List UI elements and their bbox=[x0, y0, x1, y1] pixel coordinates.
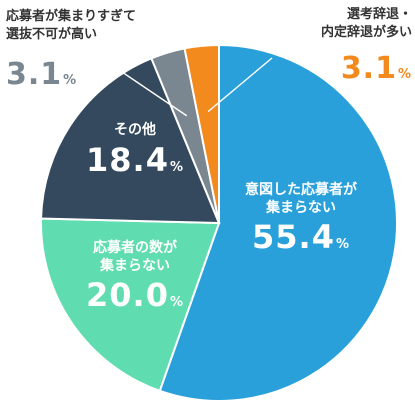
slice-name: 意図した応募者が bbox=[245, 182, 357, 198]
pie-slice-4 bbox=[183, 43, 220, 224]
slice-label-unintended-applicants: 意図した応募者が 集まらない 55.4% bbox=[226, 182, 376, 257]
slice-label-too-many-applicants: 応募者が集まりすぎて 選抜不可が高い 3.1% bbox=[6, 8, 146, 96]
leader-line-4 bbox=[207, 57, 273, 113]
slice-value: 18.4% bbox=[86, 140, 184, 179]
slice-value: 3.1% bbox=[340, 51, 412, 87]
slice-value: 55.4% bbox=[252, 218, 350, 256]
slice-label-other: その他 18.4% bbox=[70, 122, 200, 180]
slice-name: 内定辞退が多い bbox=[320, 24, 412, 40]
slice-label-many-declines: 選考辞退・ 内定辞退が多い 3.1% bbox=[284, 6, 412, 90]
slice-name: 応募者が集まりすぎて bbox=[6, 9, 137, 24]
slice-name: 選抜不可が高い bbox=[6, 26, 98, 42]
slice-value: 3.1% bbox=[6, 57, 78, 93]
slice-name: その他 bbox=[114, 122, 156, 138]
slice-name: 集まらない bbox=[100, 257, 170, 274]
leader-line-3 bbox=[121, 71, 188, 117]
pie-slice-2 bbox=[40, 57, 221, 225]
slice-label-too-few-applicants: 応募者の数が 集まらない 20.0% bbox=[70, 240, 200, 315]
slice-name: 応募者の数が bbox=[93, 240, 177, 256]
pie-slice-1 bbox=[40, 217, 221, 393]
slice-name: 選考辞退・ bbox=[346, 7, 412, 22]
slice-value: 20.0% bbox=[86, 276, 184, 314]
slice-name: 集まらない bbox=[266, 199, 336, 216]
